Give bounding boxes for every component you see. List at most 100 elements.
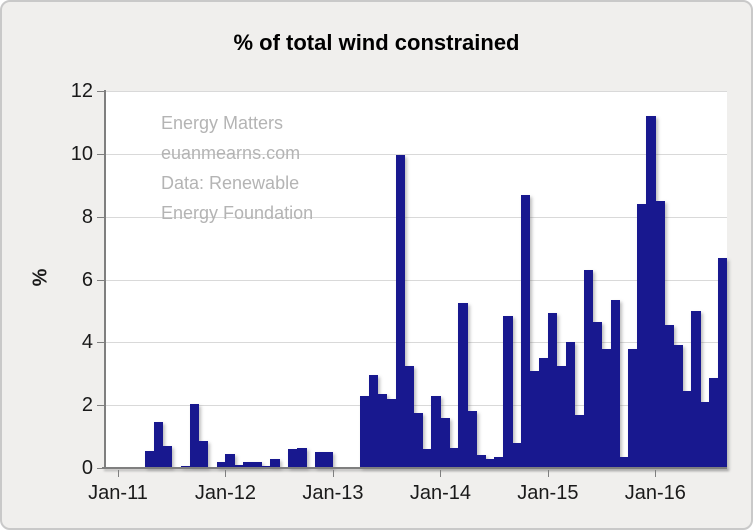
y-tick-label-2: 2 [81, 394, 93, 417]
y-tick-label-8: 8 [81, 205, 93, 228]
watermark: Energy Matters euanmearns.com Data: Rene… [161, 108, 313, 228]
watermark-line: Energy Matters [161, 113, 284, 133]
bar-Sep-11 [189, 403, 200, 468]
watermark-line: euanmearns.com [161, 143, 301, 163]
bar-Dec-15 [646, 116, 656, 468]
bar-Feb-15 [556, 365, 567, 468]
x-tick-label-Jan-16: Jan-16 [624, 482, 686, 504]
bar-Jun-16 [700, 402, 710, 468]
bar-May-11 [153, 422, 164, 468]
y-tick-label-12: 12 [70, 80, 93, 102]
y-tick-12 [97, 91, 105, 92]
gridline-4 [105, 342, 727, 344]
bar-Dec-11 [216, 461, 226, 468]
y-axis-title: % [29, 268, 52, 287]
x-tick-Jan-11 [118, 470, 119, 477]
bar-Aug-14 [503, 315, 513, 468]
x-tick-label-Jan-15: Jan-15 [517, 482, 579, 504]
bar-Jan-15 [547, 312, 558, 468]
bar-series [105, 91, 728, 468]
gridline-10 [105, 153, 727, 155]
bar-Aug-15 [610, 299, 621, 468]
y-tick-6 [97, 279, 105, 281]
bar-May-13 [368, 375, 379, 468]
bar-Feb-12 [234, 464, 244, 468]
bar-Dec-13 [431, 395, 441, 468]
bar-Aug-12 [288, 449, 298, 468]
bar-Jun-11 [162, 446, 173, 468]
bar-Nov-14 [529, 370, 540, 468]
y-tick-4 [97, 342, 105, 344]
bar-Sep-14 [512, 442, 522, 468]
plot-area [105, 91, 728, 468]
x-tick-Jan-13 [332, 470, 334, 477]
bar-Jan-12 [225, 453, 235, 468]
bar-Oct-11 [198, 441, 209, 468]
bar-Aug-13 [395, 155, 406, 468]
x-tick-Jan-15 [547, 470, 549, 477]
y-tick-2 [97, 405, 105, 407]
y-tick-10 [97, 153, 105, 155]
bar-Nov-15 [637, 204, 647, 468]
bar-Apr-15 [574, 414, 585, 468]
y-tick-label-6: 6 [81, 268, 93, 291]
watermark-line: Data: Renewable [161, 173, 300, 193]
bar-Mar-15 [565, 342, 576, 468]
bar-Jul-14 [494, 457, 504, 468]
x-tick-label-Jan-14: Jan-14 [409, 482, 471, 504]
bar-May-16 [691, 310, 701, 468]
y-tick-0 [97, 468, 105, 469]
x-axis-line [102, 467, 727, 469]
y-axis-line [104, 90, 106, 469]
bar-Aug-11 [180, 465, 191, 468]
bar-Apr-14 [467, 411, 477, 468]
bar-Jul-16 [709, 378, 719, 468]
bar-Jun-12 [270, 458, 280, 468]
bar-Dec-14 [538, 358, 549, 468]
bar-Dec-12 [323, 452, 334, 468]
bar-Mar-12 [243, 461, 253, 468]
bar-Mar-16 [673, 345, 683, 468]
bar-Apr-16 [682, 391, 692, 468]
x-tick-Jan-14 [440, 470, 442, 477]
bar-May-14 [476, 455, 486, 468]
y-tick-8 [97, 216, 105, 218]
bar-May-15 [583, 270, 594, 468]
gridline-12 [105, 91, 727, 92]
x-tick-label-Jan-12: Jan-12 [194, 482, 257, 504]
y-tick-label-10: 10 [70, 142, 93, 165]
bar-Sep-12 [297, 447, 307, 468]
bar-Jul-15 [601, 348, 612, 468]
x-tick-label-Jan-11: Jan-11 [88, 482, 148, 504]
bar-Oct-14 [521, 194, 531, 468]
bar-Jan-14 [440, 417, 450, 468]
bar-Jun-15 [592, 321, 603, 468]
gridline-8 [105, 216, 727, 218]
x-tick-Jan-12 [225, 470, 227, 477]
bar-Mar-14 [458, 303, 468, 468]
y-tick-label-4: 4 [81, 331, 93, 354]
bar-Jun-14 [485, 458, 495, 468]
bar-Nov-13 [422, 449, 432, 468]
bar-Oct-15 [628, 348, 638, 468]
watermark-line: Energy Foundation [161, 203, 314, 223]
bar-Sep-13 [404, 365, 415, 468]
bar-Apr-13 [359, 395, 370, 468]
bar-Apr-12 [252, 461, 262, 468]
bar-Jul-13 [386, 398, 397, 468]
bar-Jun-13 [377, 394, 388, 468]
bar-Sep-15 [619, 457, 629, 468]
y-tick-label-0: 0 [81, 457, 93, 479]
bar-Jan-16 [655, 200, 665, 468]
x-tick-label-Jan-13: Jan-13 [302, 482, 364, 504]
bar-Aug-16 [718, 257, 728, 468]
x-tick-Jan-16 [655, 470, 657, 477]
bar-Feb-14 [449, 447, 459, 468]
chart-title: % of total wind constrained [233, 30, 520, 55]
bar-Apr-11 [144, 450, 155, 468]
gridline-6 [105, 279, 727, 281]
gridline-2 [105, 405, 727, 407]
bar-Feb-16 [664, 325, 674, 468]
bar-Oct-13 [413, 413, 423, 468]
